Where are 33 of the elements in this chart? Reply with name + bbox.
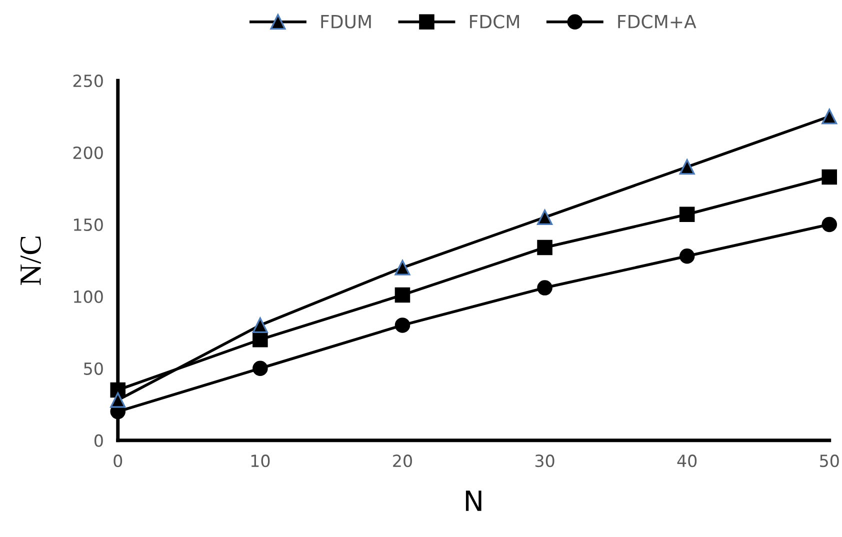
point [679,159,695,175]
point [394,260,410,276]
point [679,206,695,222]
point [252,360,268,376]
x-tick-label: 30 [535,454,554,468]
legend-label: FDUM [321,15,371,28]
point [252,332,268,348]
point [537,280,552,296]
point [536,209,553,226]
y-tick-label: 50 [84,362,103,375]
x-tick-label: 50 [820,454,839,468]
legend-label: FDCM [470,14,519,28]
legend-label: FDCM+A [618,14,696,28]
point [252,317,268,333]
point [822,108,838,124]
y-tick-label: 100 [74,290,103,303]
y-tick-label: 200 [73,146,103,160]
y-tick-label: 0 [94,434,103,447]
point [110,392,126,408]
y-tick-label: 150 [74,218,103,232]
x-tick-label: 20 [393,454,412,468]
point [537,240,552,256]
y-axis-title: N/C [20,236,41,286]
x-axis-title: N [466,490,482,511]
x-tick-label: 0 [114,454,122,468]
point [822,216,838,232]
y-tick-label: 250 [73,74,103,88]
x-tick-label: 10 [251,454,270,468]
x-tick-label: 40 [677,454,697,468]
point [679,248,695,264]
point [822,169,838,185]
point [394,318,410,333]
point [394,287,410,303]
